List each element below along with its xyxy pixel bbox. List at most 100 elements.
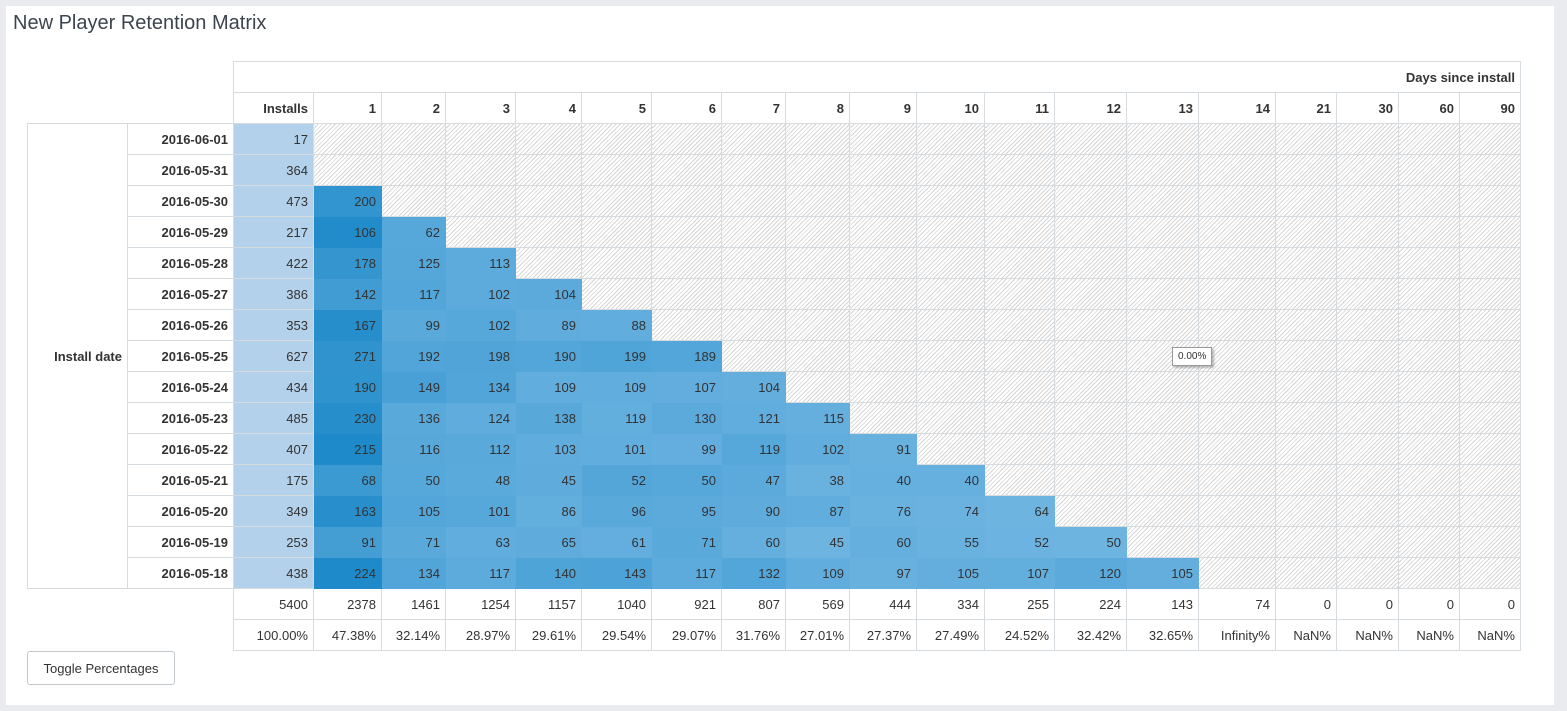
retention-cell[interactable]: 99 bbox=[651, 433, 722, 465]
retention-cell[interactable]: 40 bbox=[916, 464, 985, 496]
retention-cell[interactable]: 102 bbox=[445, 278, 516, 310]
retention-cell[interactable]: 178 bbox=[313, 247, 382, 279]
retention-cell[interactable]: 63 bbox=[445, 526, 516, 558]
row-installs[interactable]: 438 bbox=[233, 557, 314, 589]
retention-cell[interactable]: 95 bbox=[651, 495, 722, 527]
retention-cell[interactable]: 120 bbox=[1054, 557, 1127, 589]
retention-cell[interactable]: 40 bbox=[849, 464, 917, 496]
retention-cell[interactable]: 149 bbox=[381, 371, 446, 403]
retention-cell[interactable]: 105 bbox=[381, 495, 446, 527]
retention-cell[interactable]: 105 bbox=[916, 557, 985, 589]
retention-cell[interactable]: 50 bbox=[1054, 526, 1127, 558]
retention-cell[interactable]: 190 bbox=[313, 371, 382, 403]
retention-cell[interactable]: 68 bbox=[313, 464, 382, 496]
retention-cell[interactable]: 71 bbox=[651, 526, 722, 558]
retention-cell[interactable]: 109 bbox=[515, 371, 582, 403]
row-installs[interactable]: 627 bbox=[233, 340, 314, 372]
retention-cell[interactable]: 96 bbox=[581, 495, 652, 527]
retention-cell[interactable]: 112 bbox=[445, 433, 516, 465]
retention-cell[interactable]: 55 bbox=[916, 526, 985, 558]
retention-cell[interactable]: 124 bbox=[445, 402, 516, 434]
toggle-percentages-button[interactable]: Toggle Percentages bbox=[27, 651, 175, 685]
retention-cell[interactable]: 47 bbox=[721, 464, 786, 496]
retention-cell[interactable]: 74 bbox=[916, 495, 985, 527]
row-installs[interactable]: 253 bbox=[233, 526, 314, 558]
retention-cell[interactable]: 138 bbox=[515, 402, 582, 434]
row-installs[interactable]: 434 bbox=[233, 371, 314, 403]
retention-cell[interactable]: 52 bbox=[581, 464, 652, 496]
retention-cell[interactable]: 45 bbox=[785, 526, 850, 558]
retention-cell[interactable]: 117 bbox=[381, 278, 446, 310]
retention-cell[interactable]: 125 bbox=[381, 247, 446, 279]
row-installs[interactable]: 353 bbox=[233, 309, 314, 341]
retention-cell[interactable]: 102 bbox=[445, 309, 516, 341]
retention-cell[interactable]: 71 bbox=[381, 526, 446, 558]
retention-cell[interactable]: 140 bbox=[515, 557, 582, 589]
row-installs[interactable]: 407 bbox=[233, 433, 314, 465]
retention-cell[interactable]: 143 bbox=[581, 557, 652, 589]
retention-cell[interactable]: 62 bbox=[381, 216, 446, 248]
retention-cell[interactable]: 76 bbox=[849, 495, 917, 527]
retention-cell[interactable]: 113 bbox=[445, 247, 516, 279]
retention-cell[interactable]: 91 bbox=[849, 433, 917, 465]
retention-cell[interactable]: 102 bbox=[785, 433, 850, 465]
retention-cell[interactable]: 65 bbox=[515, 526, 582, 558]
retention-cell[interactable]: 88 bbox=[581, 309, 652, 341]
retention-cell[interactable]: 115 bbox=[785, 402, 850, 434]
retention-cell[interactable]: 224 bbox=[313, 557, 382, 589]
retention-cell[interactable]: 134 bbox=[445, 371, 516, 403]
retention-cell[interactable]: 136 bbox=[381, 402, 446, 434]
retention-cell[interactable]: 104 bbox=[515, 278, 582, 310]
retention-cell[interactable]: 167 bbox=[313, 309, 382, 341]
retention-cell[interactable]: 61 bbox=[581, 526, 652, 558]
retention-cell[interactable]: 103 bbox=[515, 433, 582, 465]
retention-cell[interactable]: 199 bbox=[581, 340, 652, 372]
row-installs[interactable]: 473 bbox=[233, 185, 314, 217]
retention-cell[interactable]: 215 bbox=[313, 433, 382, 465]
retention-cell[interactable]: 48 bbox=[445, 464, 516, 496]
retention-cell[interactable]: 60 bbox=[721, 526, 786, 558]
retention-cell[interactable]: 109 bbox=[581, 371, 652, 403]
retention-cell[interactable]: 117 bbox=[651, 557, 722, 589]
row-installs[interactable]: 217 bbox=[233, 216, 314, 248]
retention-cell[interactable]: 116 bbox=[381, 433, 446, 465]
retention-cell[interactable]: 64 bbox=[984, 495, 1055, 527]
retention-cell[interactable]: 97 bbox=[849, 557, 917, 589]
retention-cell[interactable]: 99 bbox=[381, 309, 446, 341]
retention-cell[interactable]: 192 bbox=[381, 340, 446, 372]
retention-cell[interactable]: 101 bbox=[581, 433, 652, 465]
retention-cell[interactable]: 50 bbox=[381, 464, 446, 496]
retention-cell[interactable]: 104 bbox=[721, 371, 786, 403]
retention-cell[interactable]: 107 bbox=[984, 557, 1055, 589]
retention-cell[interactable]: 106 bbox=[313, 216, 382, 248]
retention-cell[interactable]: 198 bbox=[445, 340, 516, 372]
retention-cell[interactable]: 200 bbox=[313, 185, 382, 217]
retention-cell[interactable]: 60 bbox=[849, 526, 917, 558]
retention-cell[interactable]: 132 bbox=[721, 557, 786, 589]
retention-cell[interactable]: 189 bbox=[651, 340, 722, 372]
retention-cell[interactable]: 45 bbox=[515, 464, 582, 496]
retention-cell[interactable]: 130 bbox=[651, 402, 722, 434]
retention-cell[interactable]: 52 bbox=[984, 526, 1055, 558]
retention-cell[interactable]: 271 bbox=[313, 340, 382, 372]
retention-cell[interactable]: 90 bbox=[721, 495, 786, 527]
retention-cell[interactable]: 109 bbox=[785, 557, 850, 589]
retention-cell[interactable]: 107 bbox=[651, 371, 722, 403]
retention-cell[interactable]: 134 bbox=[381, 557, 446, 589]
retention-cell[interactable]: 190 bbox=[515, 340, 582, 372]
retention-cell[interactable]: 121 bbox=[721, 402, 786, 434]
retention-cell[interactable]: 86 bbox=[515, 495, 582, 527]
retention-cell[interactable]: 119 bbox=[721, 433, 786, 465]
row-installs[interactable]: 422 bbox=[233, 247, 314, 279]
retention-cell[interactable]: 230 bbox=[313, 402, 382, 434]
retention-cell[interactable]: 105 bbox=[1126, 557, 1199, 589]
retention-cell[interactable]: 50 bbox=[651, 464, 722, 496]
retention-cell[interactable]: 142 bbox=[313, 278, 382, 310]
row-installs[interactable]: 17 bbox=[233, 123, 314, 155]
retention-cell[interactable]: 89 bbox=[515, 309, 582, 341]
row-installs[interactable]: 485 bbox=[233, 402, 314, 434]
row-installs[interactable]: 364 bbox=[233, 154, 314, 186]
retention-cell[interactable]: 163 bbox=[313, 495, 382, 527]
retention-cell[interactable]: 117 bbox=[445, 557, 516, 589]
row-installs[interactable]: 386 bbox=[233, 278, 314, 310]
